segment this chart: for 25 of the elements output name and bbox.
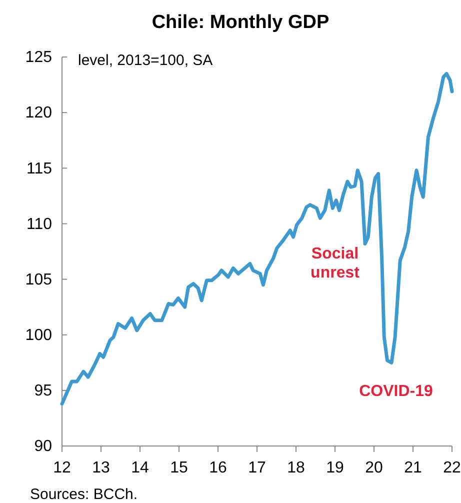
line-series [60, 72, 454, 406]
y-tick-label: 95 [34, 382, 52, 400]
y-tick-label: 120 [25, 104, 52, 122]
y-tick-label: 115 [26, 160, 52, 178]
annotation: COVID-19 [359, 383, 433, 400]
x-tick-label: 14 [131, 460, 149, 477]
x-tick-label: 13 [92, 460, 110, 477]
y-axis-title: level, 2013=100, SA [78, 52, 213, 69]
y-tick-label: 125 [25, 49, 52, 66]
y-tick-label: 90 [34, 438, 52, 456]
x-tick-label: 19 [326, 460, 344, 477]
x-tick-label: 22 [443, 460, 461, 477]
source-note: Sources: BCCh. [30, 486, 138, 503]
x-tick-label: 16 [209, 460, 227, 477]
chart-title: Chile: Monthly GDP [152, 12, 330, 33]
y-tick-label: 100 [25, 326, 52, 344]
x-tick-label: 12 [53, 460, 71, 477]
x-tick-label: 18 [287, 460, 305, 477]
y-tick-label: 110 [26, 216, 52, 233]
x-tick-label: 20 [365, 460, 383, 477]
x-tick-label: 21 [404, 460, 422, 477]
x-tick-label: 17 [248, 460, 266, 477]
x-tick-label: 15 [170, 460, 188, 477]
annotation: Social unrest [310, 245, 360, 282]
y-tick-label: 105 [25, 271, 52, 288]
